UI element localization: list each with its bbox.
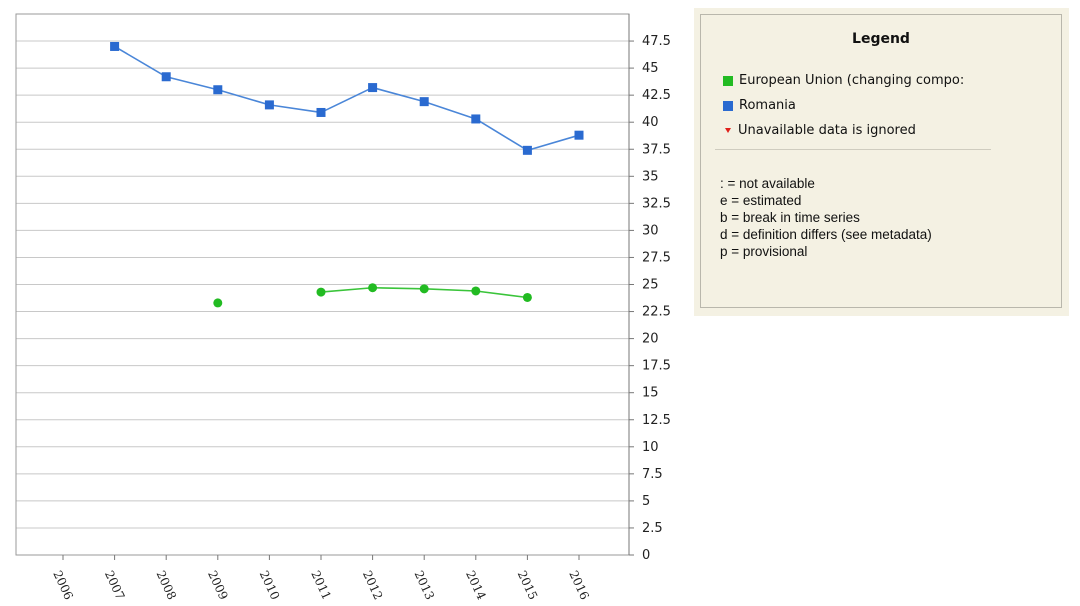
y-tick-label: 12.5 xyxy=(642,413,671,428)
y-tick-label: 15 xyxy=(642,386,659,401)
data-point xyxy=(419,284,429,294)
data-point xyxy=(368,283,378,293)
note-definition: d = definition differs (see metadata) xyxy=(720,227,932,242)
y-tick-label: 7.5 xyxy=(642,467,663,482)
note-provisional: p = provisional xyxy=(720,244,808,259)
note-break: b = break in time series xyxy=(720,210,860,225)
grid-lines xyxy=(16,40,629,529)
series-layer xyxy=(110,41,584,308)
legend-title: Legend xyxy=(852,31,910,47)
series-segment xyxy=(166,75,218,91)
x-tick-label: 2016 xyxy=(566,568,592,602)
data-point xyxy=(471,286,481,296)
x-tick-label: 2015 xyxy=(515,568,541,602)
legend-divider xyxy=(715,149,991,150)
y-tick-label: 20 xyxy=(642,332,659,347)
series-segment xyxy=(372,286,425,290)
x-tick-label: 2011 xyxy=(308,568,334,602)
data-point xyxy=(213,85,223,95)
x-tick-label: 2010 xyxy=(257,568,283,602)
y-tick-label: 22.5 xyxy=(642,305,671,320)
x-tick-label: 2014 xyxy=(463,568,489,602)
x-tick-label: 2012 xyxy=(360,568,386,602)
data-point xyxy=(161,72,171,82)
note-not-available: : = not available xyxy=(720,176,815,191)
legend-box: Legend European Union (changing compo: R… xyxy=(700,14,1062,308)
legend-item-label: Romania xyxy=(739,98,796,113)
series-segment xyxy=(320,86,373,114)
x-tick-label: 2009 xyxy=(205,568,231,602)
x-axis: 2006 2007 2008 2009 2010 2011 2012 2013 2014 2015… xyxy=(50,555,592,602)
series-segment xyxy=(475,118,528,152)
blue-square-icon xyxy=(723,100,733,111)
y-tick-label: 2.5 xyxy=(642,521,663,536)
legend-item-label: Unavailable data is ignored xyxy=(738,123,916,138)
legend-item-unavailable: Unavailable data is ignored xyxy=(723,123,916,138)
data-point xyxy=(316,287,326,297)
y-tick-label: 47.5 xyxy=(642,34,671,49)
y-tick-label: 30 xyxy=(642,223,659,238)
legend-panel: Legend European Union (changing compo: R… xyxy=(694,8,1069,316)
x-tick-label: 2006 xyxy=(50,568,76,602)
series-segment xyxy=(269,104,322,114)
data-point xyxy=(522,292,532,302)
legend-item-eu: European Union (changing compo: xyxy=(723,73,964,88)
series-segment xyxy=(527,134,580,152)
red-triangle-icon xyxy=(725,128,731,133)
x-tick-label: 2013 xyxy=(411,568,437,602)
x-tick-label: 2008 xyxy=(153,568,179,602)
data-point xyxy=(316,107,326,117)
y-tick-label: 27.5 xyxy=(642,250,671,265)
data-point xyxy=(264,100,274,110)
green-square-icon xyxy=(723,75,733,86)
data-point xyxy=(471,114,481,124)
line-chart: 0 2.5 5 7.5 10 12.5 15 17.5 20 22.5 25 27.5 30 32.5 35… xyxy=(15,13,671,602)
series-segment xyxy=(372,86,425,103)
y-tick-label: 5 xyxy=(642,494,650,509)
y-tick-label: 10 xyxy=(642,440,659,455)
x-tick-label: 2007 xyxy=(102,568,128,602)
y-tick-label: 40 xyxy=(642,115,659,130)
y-tick-label: 45 xyxy=(642,61,659,76)
y-tick-label: 32.5 xyxy=(642,196,671,211)
data-point xyxy=(213,298,223,308)
series-segment xyxy=(424,288,476,292)
series-segment xyxy=(423,100,477,120)
legend-item-label: European Union (changing compo: xyxy=(739,73,965,88)
note-estimated: e = estimated xyxy=(720,193,802,208)
y-tick-label: 25 xyxy=(642,278,659,293)
y-tick-label: 0 xyxy=(642,548,650,563)
y-axis: 0 2.5 5 7.5 10 12.5 15 17.5 20 22.5 25 27.5 30 32.5 35… xyxy=(628,14,671,563)
legend-item-romania: Romania xyxy=(723,98,796,113)
y-tick-label: 35 xyxy=(642,169,659,184)
y-tick-label: 37.5 xyxy=(642,142,671,157)
data-point xyxy=(574,130,584,140)
series-segment xyxy=(475,290,528,299)
series-segment xyxy=(320,286,373,293)
series-segment xyxy=(217,88,270,106)
series-segment xyxy=(114,45,167,78)
y-tick-label: 42.5 xyxy=(642,88,671,103)
legend-notes: : = not available e = estimated b = brea… xyxy=(720,175,932,260)
data-point xyxy=(110,41,120,51)
y-tick-label: 17.5 xyxy=(642,359,671,374)
data-point xyxy=(419,97,429,107)
data-point xyxy=(368,83,378,93)
data-point xyxy=(522,145,532,155)
